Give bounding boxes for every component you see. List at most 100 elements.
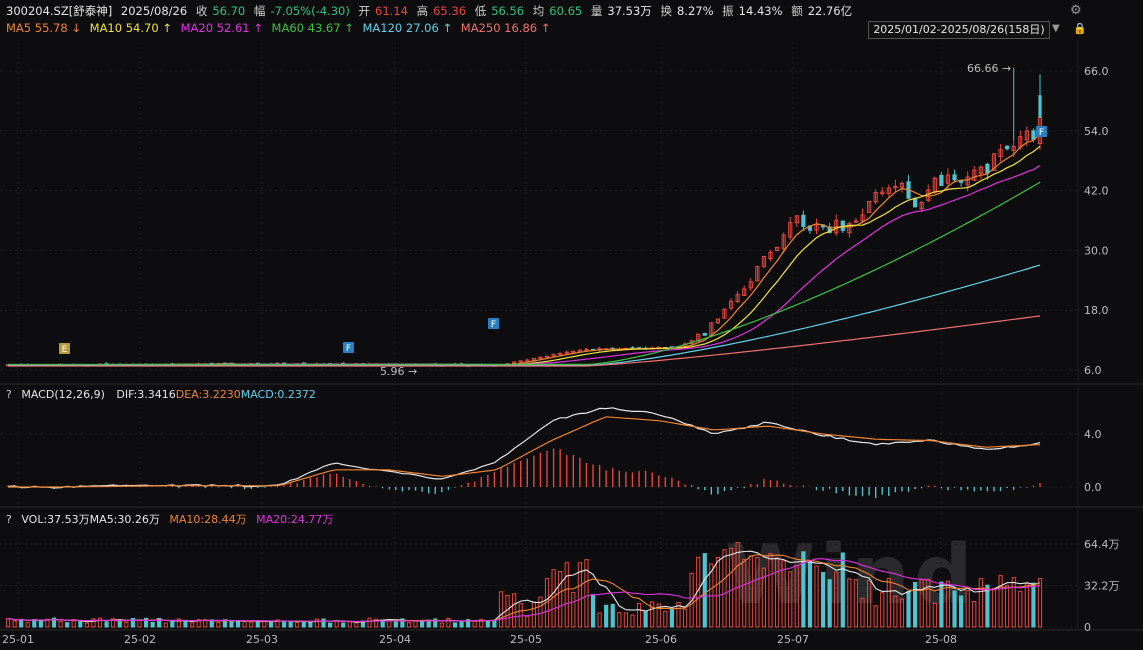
volume-bar (1005, 585, 1010, 628)
volume-bar (163, 622, 168, 628)
price-tick-label: 18.0 (1084, 304, 1109, 317)
volume-label: 量 (590, 4, 603, 18)
vol-ma10-line (7, 554, 1041, 623)
ma60-legend: MA60 43.67 ↑ (271, 21, 354, 35)
volume-bar (268, 621, 274, 628)
volume-bar (965, 590, 970, 628)
amplitude-label: 振 (722, 4, 734, 18)
volume-bar (150, 621, 155, 628)
candle (1038, 95, 1042, 118)
event-marker-f (488, 318, 499, 329)
vol-value: VOL:37.53万 (21, 513, 90, 526)
high-label: 高 (416, 4, 429, 18)
volume-bar (25, 621, 30, 628)
volume-bar (847, 578, 852, 628)
volume-bar (761, 567, 767, 628)
volume-bar (623, 612, 628, 628)
x-tick-label: 25-01 (2, 633, 34, 646)
volume-bar (952, 590, 957, 628)
price-tick-label: 30.0 (1084, 244, 1109, 257)
candle (768, 251, 773, 259)
volume-bar (308, 621, 313, 628)
volume-bar (137, 619, 142, 628)
volume-bar (295, 622, 300, 628)
volume-bar (327, 622, 333, 628)
date-range-selector[interactable]: 2025/01/02-2025/08/26(158日) (868, 21, 1050, 39)
candle (722, 308, 727, 319)
volume-bar (827, 579, 832, 628)
volume-bar (347, 621, 352, 628)
volume-bar (235, 620, 241, 628)
volume-bar (275, 619, 280, 628)
volume-bar (505, 594, 510, 628)
volume-tick-label: 64.4万 (1084, 538, 1120, 551)
volume-bar (998, 575, 1003, 628)
stock-code: 300204.SZ[舒泰神] (6, 4, 113, 18)
open-value: 61.14 (375, 4, 408, 18)
lock-icon[interactable]: 🔒 (1073, 22, 1087, 35)
volume-bar (314, 618, 320, 628)
amount-value: 22.76亿 (807, 4, 853, 18)
volume-bar (558, 571, 563, 628)
ma250-line (8, 315, 1041, 367)
volume-bar (807, 560, 813, 628)
chevron-down-icon[interactable]: ▼ (1052, 23, 1060, 34)
macd-header: ? MACD(12,26,9) DIF:3.3416DEA:3.2230MACD… (6, 388, 316, 401)
volume-bar (301, 621, 306, 628)
volume-bar (742, 559, 747, 628)
ma20-legend: MA20 52.61 ↑ (180, 21, 263, 35)
volume-bar (281, 620, 287, 628)
candle (518, 360, 523, 363)
candle (866, 201, 872, 213)
volume-bar (781, 560, 786, 628)
help-icon[interactable]: ? (6, 388, 12, 401)
candle (965, 176, 970, 186)
x-tick-label: 25-07 (777, 633, 809, 646)
candle (558, 352, 563, 355)
candle (913, 197, 918, 208)
candle (978, 166, 983, 175)
close-value: 56.70 (212, 4, 246, 18)
volume-bar (413, 620, 418, 628)
volume-bar (814, 565, 819, 628)
candle (998, 149, 1003, 158)
volume-bar (985, 584, 990, 628)
turnover-label: 换 (660, 4, 672, 18)
volume-bar (538, 596, 543, 628)
volume-bar (1031, 582, 1036, 628)
volume-bar (19, 618, 24, 628)
volume-bar (479, 618, 484, 628)
event-marker-f-text: F (346, 344, 351, 354)
candle (748, 281, 753, 289)
vol-ma5-line (7, 550, 1041, 623)
price-tick-label: 42.0 (1084, 185, 1109, 198)
volume-bar (676, 601, 681, 628)
avg-label: 均 (532, 4, 545, 18)
volume-bar (111, 618, 116, 628)
candle (880, 191, 885, 195)
volume-bar (748, 555, 753, 628)
volume-bar (249, 621, 254, 628)
candle (952, 174, 957, 181)
candle (538, 356, 543, 359)
volume-tick-label: 32.2万 (1084, 580, 1120, 593)
ma120-legend: MA120 27.06 ↑ (362, 21, 453, 35)
volume-bar (196, 619, 201, 628)
volume-bar (932, 602, 937, 628)
volume-bar (610, 603, 615, 628)
volume-bar (439, 622, 444, 628)
event-marker-f (1036, 126, 1047, 137)
macd-tick-label: 0.0 (1084, 481, 1102, 494)
candle (1024, 130, 1029, 141)
help-icon[interactable]: ? (6, 513, 12, 526)
vol-ma10: MA10:28.44万 (169, 513, 247, 526)
vol-ma20-line (7, 558, 1041, 622)
macd-value: MACD:0.2372 (240, 388, 316, 401)
volume-bar (571, 591, 576, 628)
volume-value: 37.53万 (607, 4, 652, 18)
low-label: 低 (474, 4, 487, 18)
volume-bar (866, 579, 872, 628)
volume-bar (143, 617, 149, 628)
settings-icon[interactable]: ⚙ (1070, 3, 1082, 18)
